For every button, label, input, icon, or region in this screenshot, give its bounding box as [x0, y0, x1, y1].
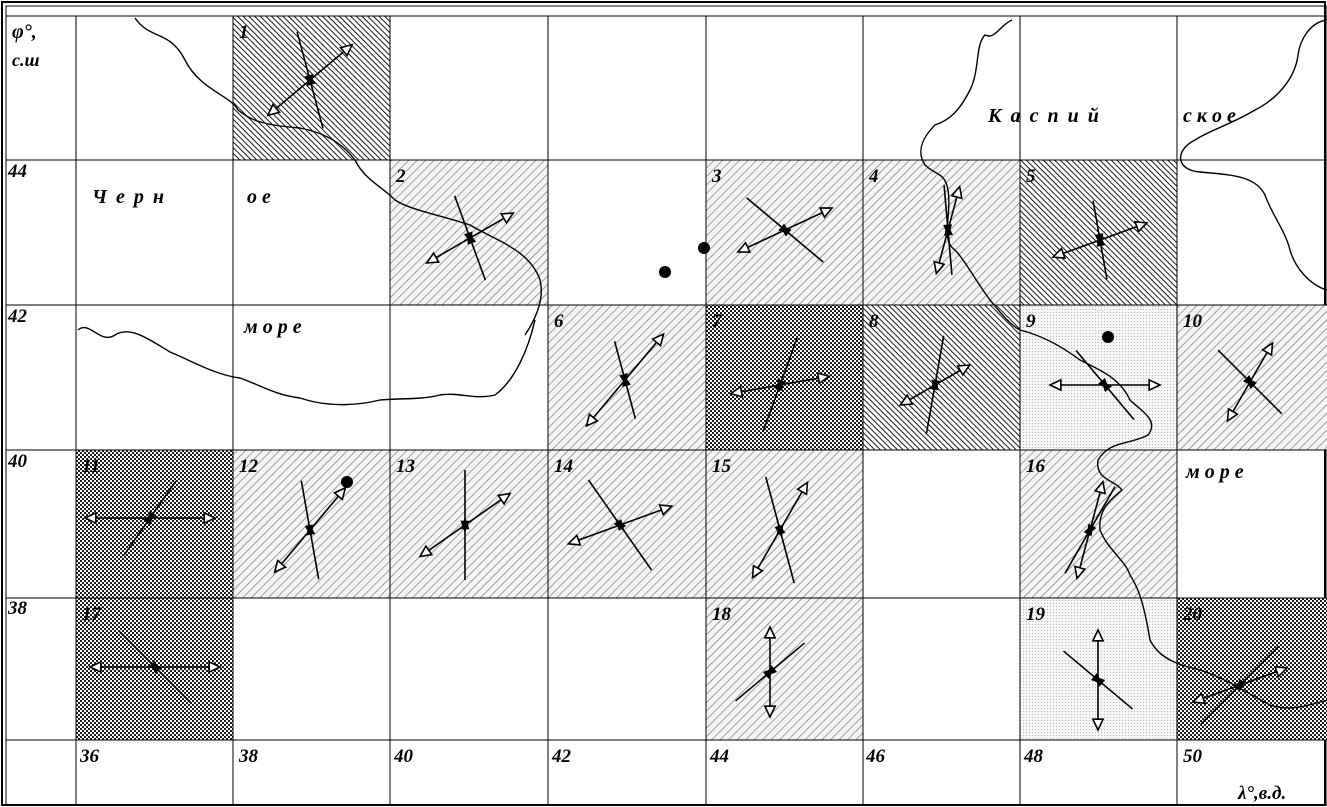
lat-axis-unit: с.ш	[12, 50, 39, 70]
cell-number-14: 14	[554, 456, 573, 477]
caspian-sea-label-3: м о р е	[1185, 461, 1244, 483]
shaded-cells	[76, 16, 1327, 740]
lon-tick-38: 38	[238, 746, 259, 767]
cell-number-9: 9	[1026, 311, 1036, 332]
cell-20	[1177, 598, 1327, 740]
focal-mechanism-symbols	[83, 31, 1289, 732]
cell-13	[390, 450, 548, 598]
cell-12	[233, 450, 390, 598]
focal-mechanism	[1048, 350, 1162, 420]
cell-7	[706, 305, 863, 450]
epicenter-dot	[659, 266, 671, 278]
focal-mechanism	[88, 631, 222, 703]
coastlines	[77, 17, 1327, 709]
lon-axis-label: λ°,в.д.	[1237, 783, 1286, 804]
cell-number-8: 8	[869, 311, 879, 332]
caspian-sea-label-2: с к о е	[1183, 105, 1236, 127]
cell-number-4: 4	[868, 166, 879, 187]
focal-mechanism	[933, 184, 963, 276]
lon-tick-40: 40	[393, 746, 414, 767]
lat-tick-42: 42	[7, 306, 28, 327]
black-sea-label-3: м о р е	[243, 316, 302, 338]
focal-mechanism	[585, 332, 665, 428]
coastline-caspian-west	[920, 19, 1327, 709]
cell-11	[76, 450, 233, 598]
epicenter-dots	[341, 242, 1114, 488]
lon-tick-36: 36	[79, 746, 100, 767]
lon-tick-50: 50	[1183, 746, 1203, 767]
focal-mechanism	[418, 470, 512, 580]
cell-number-17: 17	[82, 604, 103, 625]
focal-mechanism	[735, 625, 805, 719]
focal-mechanism	[1217, 341, 1283, 423]
focal-mechanism	[898, 335, 972, 435]
cell-16	[1020, 450, 1177, 598]
cell-number-11: 11	[82, 456, 100, 477]
focal-mechanism	[1191, 645, 1289, 725]
cell-number-3: 3	[711, 166, 722, 187]
cell-number-6: 6	[554, 311, 564, 332]
map-inner-frame	[5, 5, 1327, 806]
lat-tick-40: 40	[7, 451, 28, 472]
cell-number-15: 15	[712, 456, 732, 477]
black-sea-label-2: о е	[247, 186, 271, 208]
coastline-black-sea-south	[77, 319, 536, 406]
caspian-sea-label-1: К а с п и й	[987, 105, 1099, 127]
focal-mechanism	[566, 479, 674, 571]
cell-number-18: 18	[712, 604, 732, 625]
epicenter-dot	[698, 242, 710, 254]
cell-8	[863, 305, 1020, 450]
epicenter-dot	[341, 476, 353, 488]
coastline-caspian-east	[1179, 19, 1327, 291]
focal-mechanism	[83, 480, 217, 556]
focal-mechanism	[1051, 200, 1149, 280]
focal-mechanism	[728, 337, 832, 433]
focal-mechanism	[273, 480, 347, 580]
cell-number-12: 12	[239, 456, 259, 477]
cell-15	[706, 450, 863, 598]
lat-tick-38: 38	[7, 598, 28, 619]
cell-4	[863, 160, 1020, 305]
focal-mechanism	[425, 195, 515, 281]
cell-number-5: 5	[1026, 166, 1036, 187]
cell-number-10: 10	[1183, 311, 1203, 332]
focal-mechanism	[751, 476, 809, 584]
cell-number-2: 2	[395, 166, 406, 187]
cell-2	[390, 160, 548, 305]
cell-number-1: 1	[239, 22, 249, 43]
coastline-black-sea-north	[134, 17, 542, 336]
lon-tick-48: 48	[1023, 746, 1044, 767]
epicenter-dot	[1102, 331, 1114, 343]
lon-tick-44: 44	[709, 746, 729, 767]
cell-number-13: 13	[396, 456, 415, 477]
focal-mechanism	[266, 31, 354, 129]
cell-number-7: 7	[712, 311, 723, 332]
cell-number-20: 20	[1182, 604, 1203, 625]
lat-tick-44: 44	[7, 161, 27, 182]
focal-mechanism	[1063, 628, 1133, 732]
lon-tick-46: 46	[865, 746, 886, 767]
black-sea-label-1: Ч е р н	[92, 186, 164, 208]
lon-tick-42: 42	[551, 746, 572, 767]
cell-number-16: 16	[1026, 456, 1046, 477]
lat-axis-label: φ°,	[12, 21, 37, 43]
cell-14	[548, 450, 706, 598]
cell-18	[706, 598, 863, 740]
cell-number-19: 19	[1026, 604, 1046, 625]
focal-mechanism	[1064, 479, 1116, 581]
focal-mechanism	[736, 197, 834, 263]
